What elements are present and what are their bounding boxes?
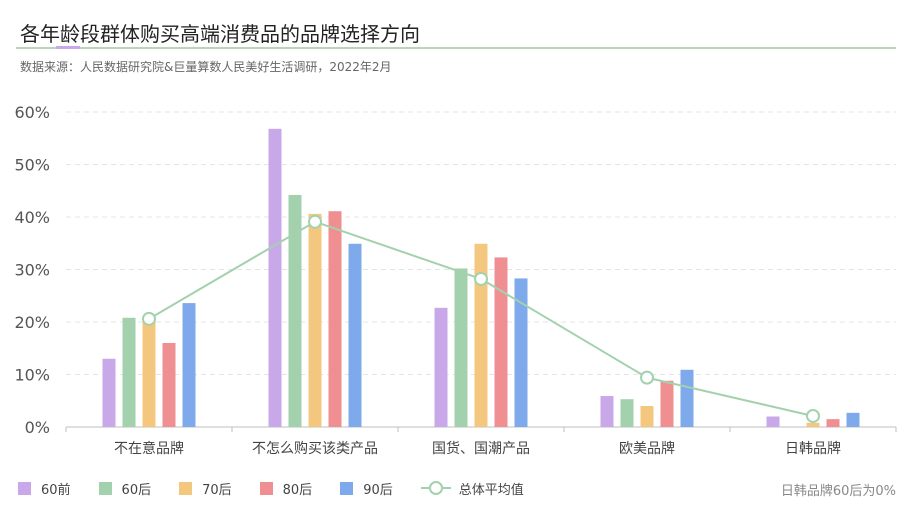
bar: [766, 416, 780, 427]
x-tick-label: 日韩品牌: [785, 440, 841, 457]
legend-label: 60后: [121, 482, 152, 498]
y-tick-label: 0%: [25, 418, 50, 437]
bar: [474, 243, 488, 427]
bar: [348, 243, 362, 427]
average-point: [308, 214, 322, 229]
bar: [806, 422, 820, 427]
legend-swatch: [259, 481, 273, 495]
bar-line-chart: 0% 10% 20% 30% 40% 50% 60% 不在意品牌 不怎么购买该类产品 国货、国潮产…: [14, 103, 897, 457]
y-tick-label: 60%: [14, 103, 50, 122]
chart-note: 日韩品牌60后为0%: [780, 484, 896, 499]
y-tick-label: 30%: [14, 261, 50, 280]
legend-swatch: [98, 481, 112, 495]
title-divider-accent: [56, 46, 80, 49]
bar: [328, 211, 342, 427]
average-point: [474, 271, 488, 286]
legend-item: 60前: [18, 479, 71, 498]
bar: [514, 278, 528, 427]
average-point: [806, 408, 820, 423]
average-point: [640, 370, 654, 385]
average-point: [142, 311, 156, 326]
legend-swatch: [179, 481, 193, 495]
title-divider: [16, 47, 896, 49]
legend-label: 80后: [282, 482, 313, 498]
x-tick-label: 不在意品牌: [114, 440, 184, 457]
legend-item: 总体平均值: [420, 479, 524, 498]
x-tick-label: 国货、国潮产品: [432, 440, 530, 457]
bar: [680, 369, 694, 427]
bar: [308, 213, 322, 427]
legend-item: 60后: [98, 479, 152, 498]
legend-swatch: [340, 481, 354, 495]
y-tick-label: 50%: [14, 156, 50, 175]
bar: [660, 380, 674, 427]
legend-line-swatch: [420, 481, 451, 495]
bar: [846, 412, 860, 427]
y-tick-label: 20%: [14, 313, 50, 332]
bar: [102, 358, 116, 427]
legend-item: 80后: [259, 479, 313, 498]
chart-title: 各年龄段群体购买高端消费品的品牌选择方向: [20, 22, 420, 46]
x-tick-label: 欧美品牌: [619, 440, 675, 457]
bar: [434, 307, 448, 427]
chart-legend: 60前 60后 70后 80后 90后 总体平均值: [18, 478, 552, 498]
legend-label: 总体平均值: [458, 482, 524, 498]
legend-label: 90后: [363, 482, 393, 498]
bar: [620, 399, 634, 427]
legend-label: 60前: [41, 482, 71, 498]
bar: [826, 419, 840, 427]
bar: [142, 317, 156, 427]
x-tick-label: 不怎么购买该类产品: [252, 441, 378, 457]
legend-item: 90后: [340, 479, 393, 498]
bar: [288, 194, 302, 427]
legend-item: 70后: [179, 479, 232, 498]
bar: [268, 128, 282, 428]
bar: [182, 303, 196, 427]
bar: [494, 257, 508, 427]
bar: [640, 406, 654, 427]
bar: [600, 396, 614, 427]
y-tick-label: 10%: [14, 366, 50, 385]
y-tick-label: 40%: [14, 208, 50, 227]
data-source: 数据来源：人民数据研究院&巨量算数人民美好生活调研，2022年2月: [20, 60, 392, 74]
bar: [122, 317, 136, 427]
legend-swatch: [18, 481, 31, 495]
bar: [162, 343, 176, 427]
legend-label: 70后: [202, 482, 232, 498]
bar: [454, 268, 468, 427]
